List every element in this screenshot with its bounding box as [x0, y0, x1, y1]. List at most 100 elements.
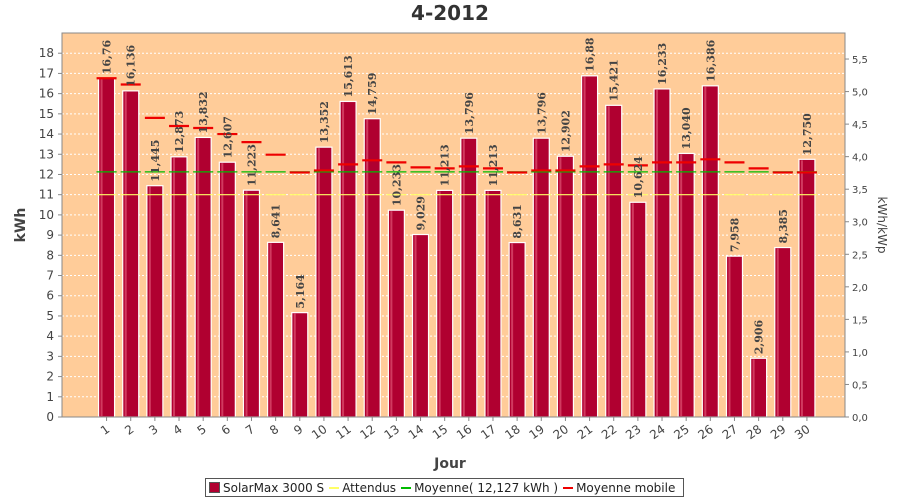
- data-label: 13,796: [535, 92, 548, 134]
- bar-highlight: [511, 243, 514, 416]
- legend-label-average: Moyenne( 12,127 kWh ): [414, 480, 559, 495]
- data-label: 9,029: [415, 196, 428, 230]
- x-tick-label: 13: [382, 422, 403, 442]
- y-right-tick-label: 3,0: [852, 218, 868, 229]
- x-tick-label: 4: [170, 422, 184, 438]
- data-label: 8,641: [270, 204, 283, 238]
- y-tick-label: 8: [46, 248, 54, 262]
- data-label: 16,233: [656, 43, 669, 85]
- bar-highlight: [293, 313, 296, 416]
- data-label: 11,445: [149, 140, 162, 182]
- bar-highlight: [486, 191, 489, 416]
- x-tick-label: 3: [146, 422, 160, 438]
- data-label: 16,76: [101, 39, 114, 74]
- bar-highlight: [656, 89, 659, 417]
- x-tick-label: 20: [551, 422, 572, 442]
- data-label: 13,796: [463, 92, 476, 134]
- y-tick-label: 13: [39, 147, 54, 161]
- legend-item-average: Moyenne( 12,127 kWh ): [401, 481, 558, 495]
- x-tick-label: 7: [243, 422, 257, 438]
- bar-highlight: [438, 191, 441, 416]
- data-label: 5,164: [294, 274, 307, 309]
- y-tick-label: 0: [46, 410, 54, 424]
- bar-highlight: [728, 257, 731, 416]
- x-tick-label: 28: [744, 422, 765, 442]
- bar-highlight: [390, 211, 393, 416]
- x-tick-label: 23: [623, 422, 644, 442]
- data-label: 12,607: [221, 116, 234, 158]
- y-tick-label: 4: [46, 329, 54, 343]
- y-tick-label: 5: [46, 309, 54, 323]
- y-right-tick-label: 0,0: [852, 413, 868, 424]
- x-tick-label: 15: [430, 422, 451, 442]
- bar-highlight: [197, 138, 200, 416]
- legend-swatch-bars: [209, 482, 220, 493]
- y-tick-label: 10: [39, 208, 54, 222]
- data-label: 15,421: [608, 59, 621, 101]
- y-tick-label: 18: [39, 46, 54, 60]
- data-label: 16,136: [125, 44, 138, 86]
- bar-highlight: [173, 157, 176, 416]
- y-axis-right-title: kWh/kWp: [875, 197, 889, 254]
- data-label: 12,902: [559, 110, 572, 152]
- bar-highlight: [631, 203, 634, 416]
- x-tick-label: 17: [478, 422, 499, 442]
- x-tick-label: 16: [454, 422, 475, 442]
- legend-swatch-expected: [329, 486, 340, 489]
- y-right-tick-label: 2,5: [852, 250, 868, 261]
- data-label: 12,873: [173, 111, 186, 153]
- data-label: 13,352: [318, 101, 331, 143]
- x-tick-label: 2: [122, 422, 136, 438]
- data-label: 10,233: [390, 164, 403, 206]
- legend-label-bars: SolarMax 3000 S: [223, 480, 325, 495]
- y-tick-label: 1: [46, 390, 54, 404]
- bar-highlight: [245, 191, 248, 416]
- x-tick-label: 10: [309, 422, 330, 442]
- data-label: 8,385: [777, 209, 790, 243]
- y-tick-label: 11: [39, 188, 54, 202]
- x-tick-label: 1: [98, 422, 112, 438]
- series-lines: [96, 77, 817, 196]
- legend-item-bars: SolarMax 3000 S: [209, 481, 324, 495]
- y-tick-label: 2: [46, 370, 54, 384]
- x-tick-label: 22: [599, 422, 620, 442]
- y-right-tick-label: 4,5: [852, 120, 868, 131]
- y-right-tick-label: 3,5: [852, 185, 868, 196]
- bar-highlight: [462, 139, 465, 416]
- legend-swatch-average: [401, 486, 412, 489]
- x-tick-label: 8: [267, 422, 281, 438]
- bar-highlight: [100, 79, 103, 416]
- y-tick-label: 12: [39, 167, 54, 181]
- bar-highlight: [366, 119, 369, 417]
- data-label: 11,213: [439, 144, 452, 186]
- y-tick-label: 15: [39, 107, 54, 121]
- data-label: 12,750: [801, 113, 814, 155]
- data-label: 15,613: [342, 55, 355, 97]
- data-label: 7,958: [728, 217, 741, 252]
- data-label: 11,213: [487, 144, 500, 186]
- data-label: 14,759: [366, 73, 379, 115]
- x-tick-label: 19: [526, 422, 547, 442]
- bar-highlight: [342, 102, 345, 416]
- data-label: 11,223: [245, 144, 258, 186]
- y-tick-label: 17: [39, 66, 54, 80]
- y-tick-label: 16: [39, 87, 54, 101]
- y-axis-title: kWh: [13, 208, 29, 243]
- y-right-tick-label: 1,5: [852, 315, 868, 326]
- y-right-tick-label: 4,0: [852, 153, 868, 164]
- x-tick-label: 30: [792, 422, 813, 442]
- y-tick-label: 7: [46, 269, 54, 283]
- data-label: 13,040: [680, 107, 693, 149]
- x-tick-label: 27: [720, 422, 741, 442]
- chart-title: 4-2012: [411, 1, 489, 25]
- x-tick-label: 12: [357, 422, 378, 442]
- bar-highlight: [752, 359, 755, 416]
- legend-label-expected: Attendus: [342, 480, 397, 495]
- x-tick-label: 25: [671, 422, 692, 442]
- y-tick-label: 3: [46, 349, 54, 363]
- data-label: 10,624: [632, 156, 645, 198]
- bar-highlight: [221, 163, 224, 416]
- x-axis: 1 2 3 4 5 6 7 8 9 10 11 12 13 14 15 16 17 18 19 20 21 22 23 24 2…: [62, 416, 845, 442]
- data-label: 8,631: [511, 204, 524, 238]
